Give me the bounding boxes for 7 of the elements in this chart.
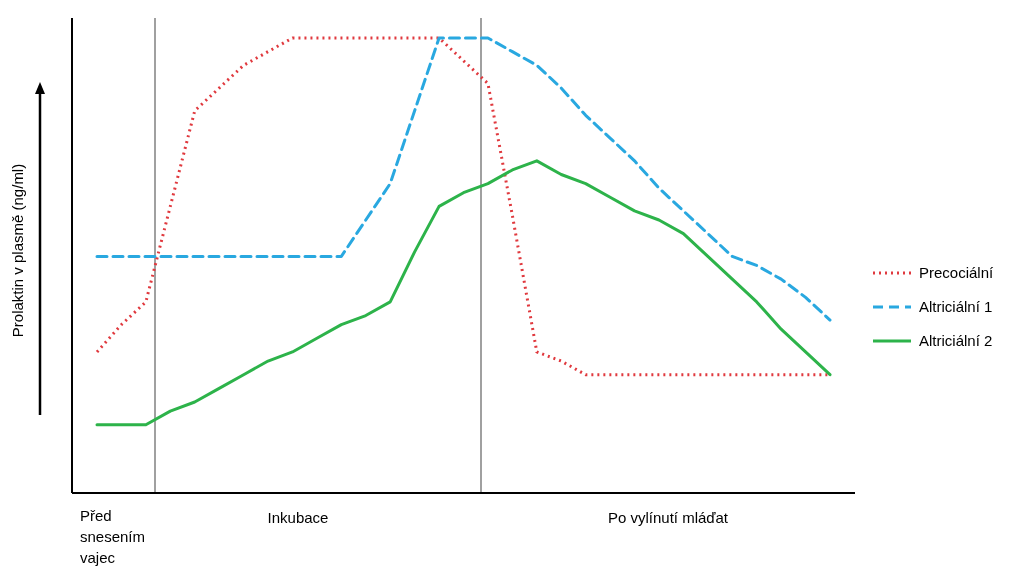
legend-label: Precociální	[919, 264, 995, 281]
text: Inkubace	[267, 509, 329, 526]
y-axis-title: Prolaktin v plasmě (ng/ml)	[9, 163, 26, 338]
legend-label: Altriciální 1	[919, 298, 993, 315]
legend-label: Altriciální 2	[919, 332, 993, 349]
text: Před snesením vajec	[80, 507, 146, 566]
text: Po vylínutí mláďat	[607, 509, 729, 526]
